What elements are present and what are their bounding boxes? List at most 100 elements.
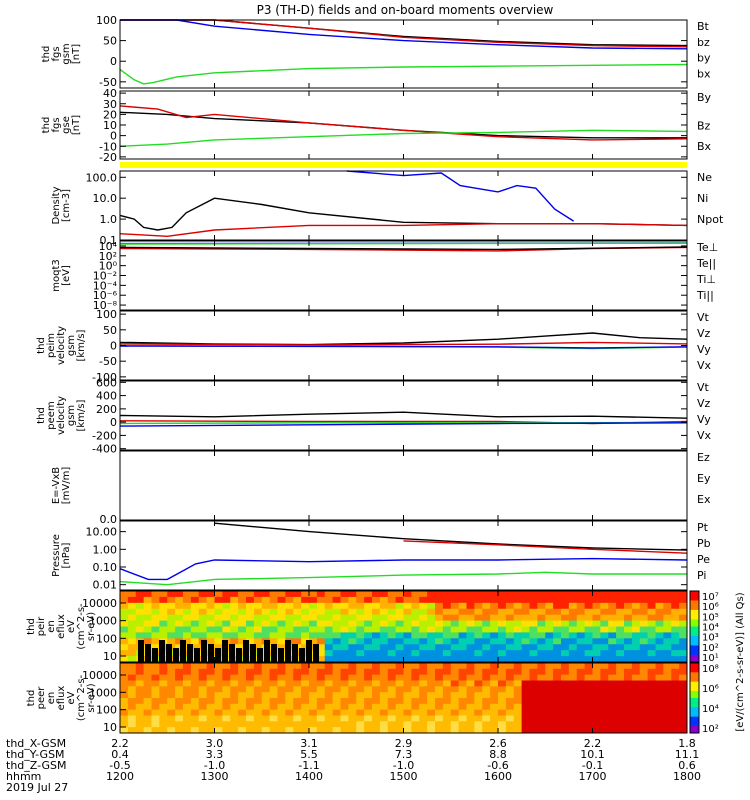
spec-cell bbox=[246, 674, 255, 681]
spec-cell bbox=[442, 626, 452, 633]
spec-cell bbox=[537, 591, 546, 598]
spec-cell bbox=[230, 715, 239, 722]
spec-cell bbox=[427, 703, 436, 711]
spec-cell bbox=[301, 650, 310, 657]
spec-cell bbox=[372, 602, 381, 610]
spec-cell bbox=[222, 686, 231, 693]
spec-cell bbox=[198, 721, 208, 728]
spec-cell bbox=[490, 727, 499, 734]
colorbar-segment bbox=[690, 702, 699, 706]
spec-cell bbox=[183, 608, 192, 616]
spec-cell bbox=[474, 692, 483, 699]
trace-pe bbox=[119, 571, 687, 586]
spec-cell bbox=[277, 638, 286, 645]
spec-cell bbox=[143, 698, 152, 705]
spec-cell bbox=[490, 692, 499, 699]
spec-cell bbox=[600, 715, 609, 722]
spec-cell bbox=[230, 608, 239, 616]
spec-cell bbox=[183, 596, 192, 604]
spec-cell bbox=[293, 620, 302, 627]
spec-cell bbox=[671, 638, 680, 645]
colorbar-segment bbox=[690, 700, 699, 704]
spec-cell bbox=[608, 638, 617, 645]
spec-cell bbox=[427, 614, 436, 622]
spec-cell bbox=[285, 703, 294, 711]
spec-cell bbox=[309, 721, 318, 728]
spec-cell bbox=[120, 698, 129, 705]
spec-cell bbox=[301, 620, 310, 627]
spec-cell bbox=[395, 692, 404, 699]
spec-cell bbox=[238, 626, 247, 633]
spec-cell bbox=[450, 698, 460, 705]
spec-cell bbox=[639, 698, 649, 705]
spec-cell bbox=[190, 620, 200, 627]
spec-cell bbox=[246, 709, 255, 716]
spec-cell bbox=[143, 614, 152, 622]
spec-cell bbox=[490, 663, 499, 670]
spec-cell bbox=[419, 709, 428, 716]
spec-cell bbox=[403, 620, 412, 627]
spec-cell bbox=[309, 668, 318, 676]
spec-cell bbox=[655, 602, 664, 610]
spec-cell bbox=[561, 668, 570, 676]
spec-cell bbox=[222, 715, 231, 722]
spec-cell bbox=[364, 680, 373, 687]
spec-cell bbox=[513, 632, 523, 639]
ytick-label: 10⁻² bbox=[93, 270, 117, 283]
spec-cell bbox=[285, 709, 294, 716]
spec-cell bbox=[671, 674, 680, 681]
spec-cell bbox=[340, 692, 349, 699]
spec-cell bbox=[387, 686, 397, 693]
spec-cell bbox=[214, 614, 223, 622]
spec-cell bbox=[671, 591, 680, 598]
spec-cell bbox=[655, 709, 664, 716]
spec-cell bbox=[387, 650, 397, 657]
spec-cell bbox=[261, 620, 271, 627]
spec-cell bbox=[498, 709, 507, 716]
spec-cell bbox=[521, 644, 530, 651]
spec-cell bbox=[309, 638, 318, 645]
spec-cell bbox=[631, 608, 641, 616]
spec-cell bbox=[561, 620, 570, 627]
spec-cell bbox=[600, 632, 609, 639]
spec-cell bbox=[324, 715, 334, 722]
spec-cell bbox=[120, 638, 129, 645]
spec-cell bbox=[190, 686, 200, 693]
spec-cell bbox=[316, 663, 326, 670]
spec-cell bbox=[387, 674, 397, 681]
spec-cell bbox=[466, 680, 475, 687]
spec-cell bbox=[608, 596, 617, 604]
spec-cell bbox=[167, 596, 176, 604]
spec-cell bbox=[387, 692, 397, 699]
spec-cell bbox=[175, 644, 184, 651]
spec-cell bbox=[419, 686, 428, 693]
spec-cell bbox=[379, 709, 389, 716]
spec-cell bbox=[442, 656, 452, 663]
spec-cell bbox=[553, 608, 562, 616]
spec-cell bbox=[529, 680, 538, 687]
spec-cell bbox=[222, 668, 231, 676]
spec-cell bbox=[230, 663, 239, 670]
spec-cell bbox=[324, 692, 334, 699]
spec-cell bbox=[592, 698, 601, 705]
spec-cell bbox=[253, 721, 263, 728]
spec-cell bbox=[624, 668, 633, 676]
spec-cell bbox=[435, 674, 444, 681]
spec-cell bbox=[285, 680, 294, 687]
spec-cell bbox=[490, 686, 499, 693]
spec-cell bbox=[135, 596, 145, 604]
spec-cell bbox=[624, 680, 633, 687]
spec-cell bbox=[411, 608, 420, 616]
spec-cell bbox=[332, 650, 341, 657]
spec-cell bbox=[175, 703, 184, 711]
trace-by bbox=[119, 129, 688, 147]
legend-vt: Vt bbox=[697, 311, 710, 324]
spec-cell bbox=[482, 591, 491, 598]
spec-cell bbox=[655, 620, 664, 627]
ylabel-line: fgs bbox=[51, 117, 62, 132]
spec-cell bbox=[513, 602, 523, 610]
spec-cell bbox=[584, 727, 593, 734]
spec-cell bbox=[568, 698, 578, 705]
spec-cell bbox=[324, 614, 334, 622]
